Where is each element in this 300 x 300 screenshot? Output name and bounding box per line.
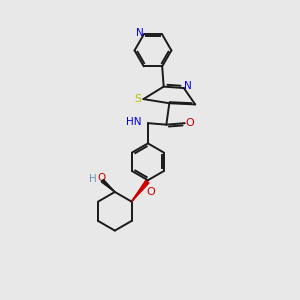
Text: H: H: [89, 174, 97, 184]
Text: O: O: [146, 187, 155, 196]
Text: O: O: [97, 173, 106, 183]
Text: O: O: [186, 118, 194, 128]
Text: S: S: [134, 94, 142, 104]
Text: N: N: [184, 81, 192, 91]
Text: N: N: [136, 28, 144, 38]
Polygon shape: [132, 180, 149, 202]
Polygon shape: [101, 179, 115, 192]
Text: HN: HN: [126, 117, 141, 127]
